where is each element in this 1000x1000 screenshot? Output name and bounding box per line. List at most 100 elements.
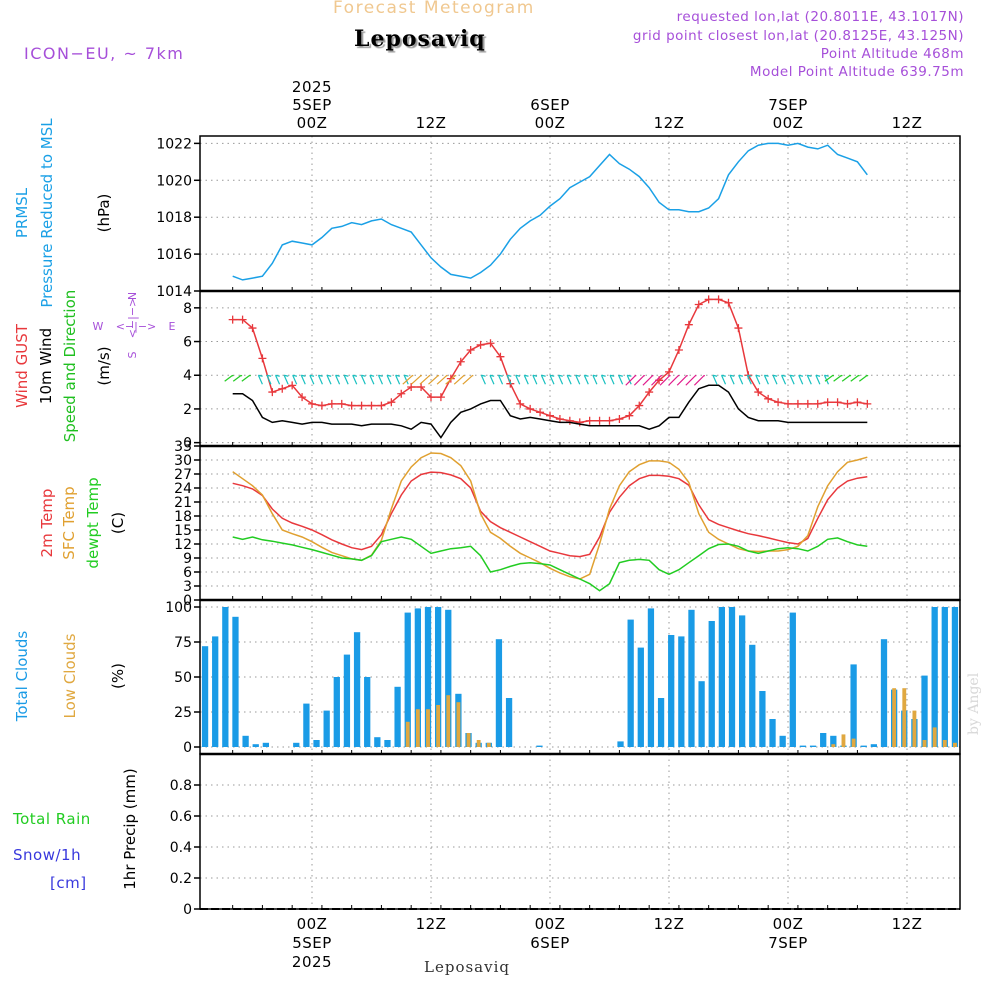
bar-total-clouds	[951, 607, 959, 747]
bottom-time-label: 7SEP	[768, 934, 808, 952]
wind-direction-arrow	[651, 374, 662, 386]
precip-rain-label: Total Rain	[12, 810, 91, 828]
bar-total-clouds	[495, 639, 503, 747]
wind-direction-arrow	[540, 374, 546, 385]
wind-direction-arrowhead	[352, 374, 358, 377]
y-tick-label: 75	[174, 635, 192, 651]
wind-direction-arrow	[395, 374, 401, 385]
gust-marker	[665, 367, 673, 376]
y-tick-label: 0	[183, 740, 192, 756]
bar-total-clouds	[252, 744, 259, 747]
wind-direction-arrow	[618, 374, 624, 385]
gust-marker	[288, 381, 297, 390]
bar-total-clouds	[647, 608, 655, 747]
y-tick-label: 0	[183, 902, 192, 918]
panel-unit-label: (%)	[109, 663, 127, 689]
bar-total-clouds	[809, 745, 817, 747]
bar-low-clouds	[405, 721, 410, 747]
bar-total-clouds	[242, 735, 249, 747]
compass-we-arrow: <−|−>	[116, 320, 157, 333]
wind-direction-arrowhead	[275, 374, 280, 377]
compass-south: S	[126, 351, 139, 358]
wind-direction-arrow	[575, 374, 581, 385]
bar-total-clouds	[749, 644, 756, 747]
bar-total-clouds	[212, 636, 219, 747]
compass-east: E	[169, 320, 176, 333]
top-time-label: 12Z	[416, 114, 447, 132]
wind-direction-arrow	[600, 374, 607, 385]
panel-label: Low Clouds	[61, 633, 79, 718]
bar-total-clouds	[921, 675, 928, 747]
wind-direction-arrow	[515, 374, 521, 385]
gust-marker	[734, 324, 743, 333]
wind-direction-arrow	[720, 374, 727, 385]
gust-marker	[446, 374, 455, 383]
wind-direction-arrowhead	[798, 374, 804, 377]
wind-direction-arrow	[462, 374, 474, 385]
precip-unit-label: [cm]	[50, 874, 87, 892]
panel-label: 10m Wind	[37, 328, 55, 404]
gust-marker	[823, 398, 832, 407]
bar-total-clouds	[394, 686, 401, 747]
gust-marker	[476, 340, 485, 349]
gust-marker	[357, 401, 366, 410]
wind-direction-arrowhead	[627, 374, 632, 377]
gust-marker	[228, 315, 237, 324]
model-label: ICON−EU, ~ 7km	[24, 44, 185, 63]
wind-direction-arrowhead	[498, 374, 503, 377]
wind-direction-arrow	[583, 374, 589, 385]
wind-direction-arrow	[712, 374, 718, 385]
gridpoint-coords: grid point closest lon,lat (20.8125E, 43…	[632, 28, 964, 44]
bar-total-clouds	[374, 737, 381, 747]
wind-direction-arrow	[224, 374, 234, 382]
panel-frame	[199, 135, 961, 292]
compass-west: W	[93, 320, 104, 333]
wind-direction-arrow	[738, 374, 744, 385]
meteogram-title: Forecast Meteogram	[333, 0, 535, 18]
wind-direction-arrow	[781, 374, 787, 385]
y-tick-label: 4	[183, 368, 192, 384]
wind-direction-arrow	[445, 374, 457, 385]
gust-marker	[674, 345, 683, 354]
gust-marker	[516, 399, 525, 408]
bar-total-clouds	[232, 616, 239, 747]
gust-marker	[327, 399, 336, 408]
bar-total-clouds	[313, 740, 320, 747]
gust-marker	[268, 388, 277, 397]
gust-marker	[714, 295, 723, 304]
bar-low-clouds	[456, 702, 461, 747]
bottom-time-label: 00Z	[773, 915, 804, 933]
y-tick-label: 8	[183, 301, 192, 317]
location-title: Leposaviq	[354, 26, 486, 52]
wind-direction-arrowhead	[361, 374, 366, 377]
gust-marker	[645, 388, 654, 397]
wind-direction-arrow	[410, 374, 422, 385]
gust-marker	[526, 404, 535, 413]
wind-direction-arrowhead	[309, 374, 315, 377]
precip-snow-label: Snow/1h	[13, 846, 81, 864]
gust-marker	[754, 388, 763, 397]
bar-total-clouds	[303, 703, 310, 747]
wind-direction-arrow	[668, 374, 680, 386]
gust-marker	[248, 324, 257, 333]
bar-low-clouds	[851, 738, 856, 747]
bar-total-clouds	[404, 612, 411, 747]
wind-direction-arrowhead	[240, 374, 243, 377]
wind-direction-arrowhead	[592, 374, 598, 377]
wind-direction-arrow	[806, 374, 812, 385]
y-tick-label: 24	[174, 481, 192, 497]
wind-direction-arrowhead	[781, 374, 786, 377]
bar-low-clouds	[436, 705, 441, 747]
wind-direction-arrow	[772, 374, 778, 385]
bottom-time-label: 12Z	[654, 915, 685, 933]
gust-marker	[784, 399, 792, 408]
wind-direction-arrow	[824, 374, 834, 382]
gust-marker	[466, 345, 475, 354]
wind-direction-arrow	[266, 374, 272, 385]
gust-marker	[258, 354, 267, 363]
gust-marker	[764, 394, 773, 403]
wind-direction-arrow	[693, 374, 705, 386]
precip-axis-label: 1hr Precip (mm)	[121, 768, 139, 889]
wind-direction-arrow	[592, 374, 598, 385]
gust-marker	[774, 398, 783, 407]
